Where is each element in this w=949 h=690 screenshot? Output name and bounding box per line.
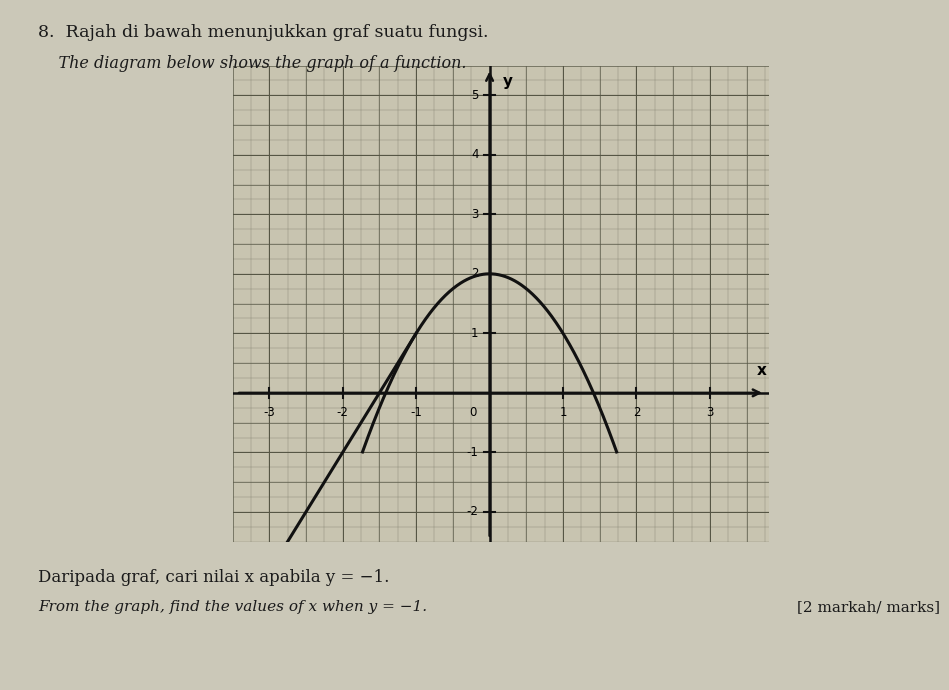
Text: y: y (503, 75, 512, 90)
Text: 3: 3 (706, 406, 714, 419)
Text: 4: 4 (471, 148, 478, 161)
Text: From the graph, find the values of x when y = −1.: From the graph, find the values of x whe… (38, 600, 427, 614)
Text: 1: 1 (559, 406, 567, 419)
Text: [2 markah/ marks]: [2 markah/ marks] (797, 600, 940, 614)
Text: 5: 5 (472, 89, 478, 102)
Text: -1: -1 (467, 446, 478, 459)
Text: The diagram below shows the graph of a function.: The diagram below shows the graph of a f… (38, 55, 467, 72)
Text: -2: -2 (337, 406, 348, 419)
Text: -3: -3 (264, 406, 275, 419)
Text: -2: -2 (467, 505, 478, 518)
Text: -1: -1 (410, 406, 422, 419)
Text: 3: 3 (472, 208, 478, 221)
Text: 0: 0 (469, 406, 476, 419)
Text: 2: 2 (633, 406, 641, 419)
Text: 2: 2 (471, 267, 478, 280)
Text: x: x (756, 363, 766, 378)
Text: 1: 1 (471, 327, 478, 340)
Text: Daripada graf, cari nilai x apabila y = −1.: Daripada graf, cari nilai x apabila y = … (38, 569, 389, 586)
Text: 8.  Rajah di bawah menunjukkan graf suatu fungsi.: 8. Rajah di bawah menunjukkan graf suatu… (38, 24, 489, 41)
